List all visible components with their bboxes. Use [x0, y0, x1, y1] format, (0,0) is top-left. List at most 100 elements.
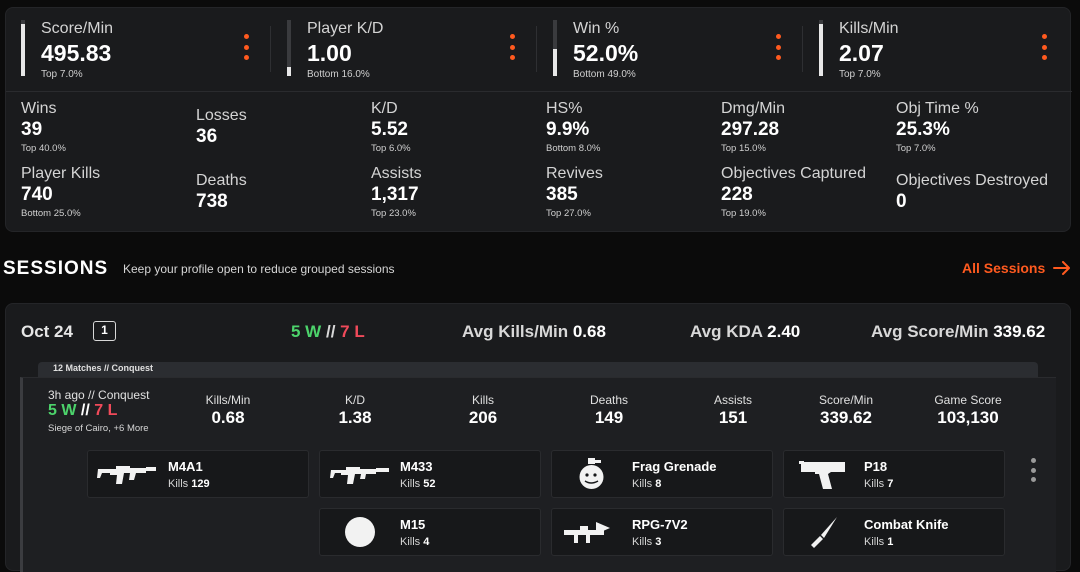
- match-group-tab[interactable]: 12 Matches // Conquest: [38, 362, 1038, 377]
- col-value: 0.68: [211, 408, 245, 427]
- match-kills-min: Kills/Min 0.68: [173, 393, 283, 428]
- stat-value: 1,317: [371, 184, 419, 205]
- rocket-launcher-icon: [558, 515, 626, 549]
- stat-value: 740: [21, 184, 53, 205]
- kills-value: 129: [191, 478, 210, 490]
- weapon-card[interactable]: M433 Kills 52: [319, 450, 541, 498]
- more-options-icon[interactable]: [1041, 34, 1047, 60]
- match-kd: K/D 1.38: [300, 393, 410, 428]
- percentile-bar: [21, 20, 25, 76]
- stat-kd: K/D 5.52 Top 6.0%: [371, 100, 541, 154]
- stat-dmg-min: Dmg/Min 297.28 Top 15.0%: [721, 100, 891, 154]
- weapon-kills: Kills 1: [864, 536, 893, 548]
- stat-value: 25.3%: [896, 119, 950, 140]
- stat-value: 39: [21, 119, 43, 140]
- weapon-card[interactable]: M4A1 Kills 129: [87, 450, 309, 498]
- weapon-kills: Kills 7: [864, 478, 893, 490]
- match-row[interactable]: 3h ago // Conquest 5 W // 7 L Siege of C…: [20, 377, 1056, 572]
- stat-rank: Bottom 8.0%: [546, 143, 601, 154]
- top-stat-rank: Top 7.0%: [839, 69, 881, 80]
- session-date: Oct 24: [21, 322, 73, 341]
- match-deaths: Deaths 149: [554, 393, 664, 428]
- weapon-kills: Kills 8: [632, 478, 661, 490]
- top-stat-rank: Top 7.0%: [41, 69, 83, 80]
- col-value: 206: [468, 408, 498, 427]
- wins-count: 5 W: [291, 322, 322, 341]
- col-label: Assists: [713, 393, 752, 407]
- stat-label: HS%: [546, 100, 583, 117]
- col-label: Score/Min: [818, 393, 874, 407]
- stat-value: 5.52: [371, 119, 408, 140]
- avg-kills-value: 0.68: [572, 322, 606, 341]
- arrow-right-icon: [1053, 261, 1071, 275]
- match-assists: Assists 151: [678, 393, 788, 428]
- stat-rank: Top 7.0%: [896, 143, 936, 154]
- wins-count: 5 W: [48, 402, 77, 419]
- more-options-icon[interactable]: [509, 34, 515, 60]
- stat-hs-pct: HS% 9.9% Bottom 8.0%: [546, 100, 716, 154]
- separator: //: [325, 322, 336, 341]
- all-sessions-label: All Sessions: [962, 260, 1046, 276]
- stat-label: Dmg/Min: [721, 100, 786, 117]
- col-value: 149: [594, 408, 624, 427]
- stat-label: Objectives Captured: [721, 165, 866, 182]
- session-day-card[interactable]: Oct 24 1 5 W // 7 L Avg Kills/Min 0.68 A…: [5, 303, 1071, 572]
- stat-value: 738: [196, 191, 228, 212]
- stat-obj-time: Obj Time % 25.3% Top 7.0%: [896, 100, 1066, 154]
- avg-score-min: Avg Score/Min 339.62: [871, 322, 1045, 342]
- top-stat-value: 2.07: [839, 40, 884, 66]
- stat-label: Revives: [546, 165, 603, 182]
- kills-label: Kills: [632, 536, 653, 548]
- session-win-loss: 5 W // 7 L: [291, 322, 365, 342]
- more-options-icon[interactable]: [1030, 458, 1036, 482]
- top-stat-label: Win %: [573, 20, 620, 37]
- separator: //: [80, 402, 90, 419]
- top-stat-value: 1.00: [307, 40, 352, 66]
- weapon-name: Frag Grenade: [632, 459, 717, 474]
- col-label: Game Score: [934, 393, 1002, 407]
- stat-rank: Top 23.0%: [371, 208, 416, 219]
- stat-label: Losses: [196, 107, 247, 124]
- stat-label: Obj Time %: [896, 100, 979, 117]
- all-sessions-link[interactable]: All Sessions: [962, 260, 1071, 276]
- stat-label: Wins: [21, 100, 57, 117]
- kills-label: Kills: [864, 478, 885, 490]
- avg-kills-label: Avg Kills/Min: [462, 322, 569, 341]
- stat-objectives-captured: Objectives Captured 228 Top 19.0%: [721, 165, 891, 219]
- top-stat-rank: Bottom 49.0%: [573, 69, 636, 80]
- weapon-card[interactable]: RPG-7V2 Kills 3: [551, 508, 773, 556]
- col-value: 339.62: [820, 408, 872, 427]
- weapon-card[interactable]: Combat Knife Kills 1: [783, 508, 1005, 556]
- kills-label: Kills: [864, 536, 885, 548]
- weapon-card[interactable]: P18 Kills 7: [783, 450, 1005, 498]
- col-label: K/D: [344, 393, 365, 407]
- match-time: 3h ago // Conquest: [48, 388, 150, 402]
- col-value: 103,130: [937, 408, 999, 427]
- percentile-bar: [287, 20, 291, 76]
- stat-label: K/D: [371, 100, 398, 117]
- top-stat-value: 52.0%: [573, 40, 639, 66]
- stat-deaths: Deaths 738: [196, 172, 366, 213]
- stat-rank: Top 40.0%: [21, 143, 66, 154]
- col-value: 1.38: [338, 408, 372, 427]
- weapon-kills: Kills 3: [632, 536, 661, 548]
- stat-value: 36: [196, 126, 218, 147]
- more-options-icon[interactable]: [775, 34, 781, 60]
- weapon-card[interactable]: Frag Grenade Kills 8: [551, 450, 773, 498]
- avg-score-label: Avg Score/Min: [871, 322, 989, 341]
- avg-kills-min: Avg Kills/Min 0.68: [462, 322, 606, 342]
- more-options-icon[interactable]: [243, 34, 249, 60]
- avg-kda-label: Avg KDA: [690, 322, 763, 341]
- stat-player-kills: Player Kills 740 Bottom 25.0%: [21, 165, 191, 219]
- weapon-name: M433: [400, 459, 433, 474]
- match-win-loss: 5 W // 7 L: [48, 402, 117, 420]
- stat-value: 228: [721, 184, 753, 205]
- stat-objectives-destroyed: Objectives Destroyed 0: [896, 172, 1066, 213]
- match-score-min: Score/Min 339.62: [791, 393, 901, 428]
- sessions-title: SESSIONS: [3, 258, 109, 279]
- stat-losses: Losses 36: [196, 107, 366, 148]
- stat-assists: Assists 1,317 Top 23.0%: [371, 165, 541, 219]
- weapon-card[interactable]: M15 Kills 4: [319, 508, 541, 556]
- stat-value: 297.28: [721, 119, 780, 140]
- kills-label: Kills: [632, 478, 653, 490]
